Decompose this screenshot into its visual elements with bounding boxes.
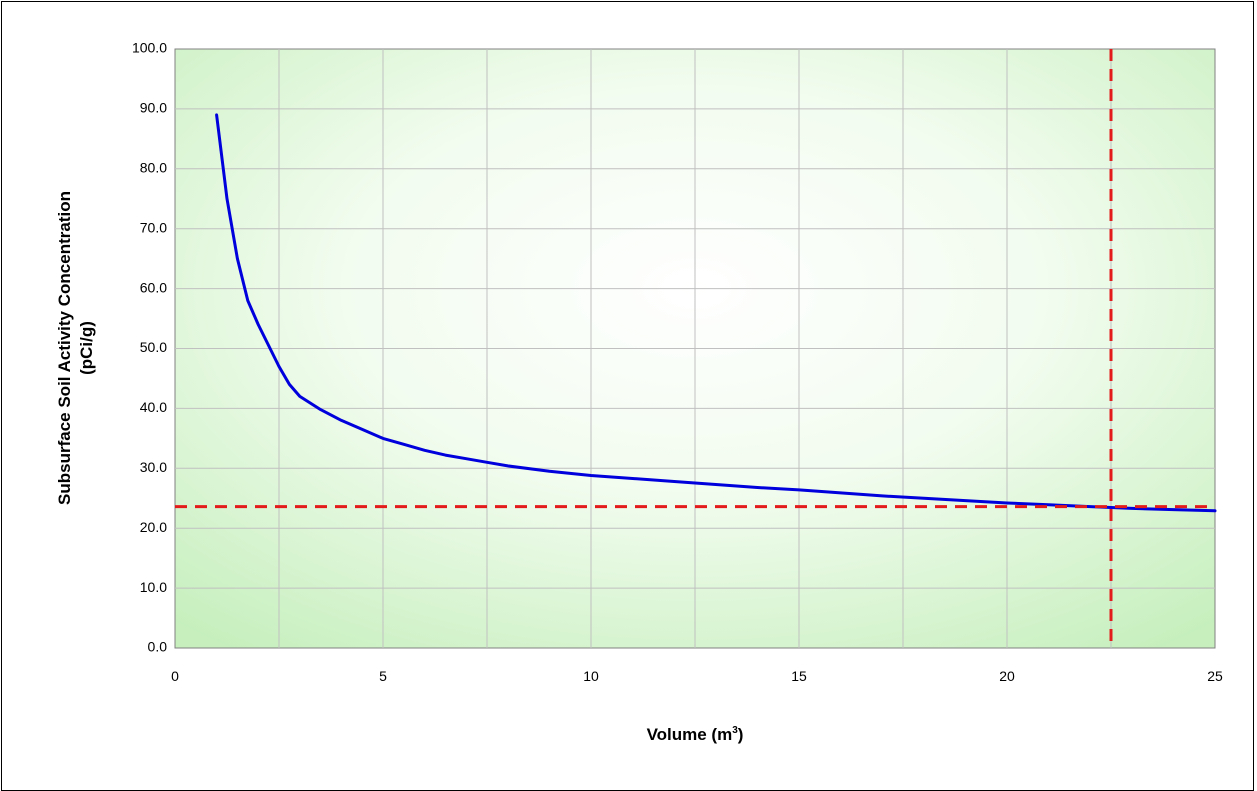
y-tick-label: 40.0 — [140, 399, 167, 415]
x-tick-label: 15 — [791, 668, 807, 684]
y-tick-label: 20.0 — [140, 519, 167, 535]
x-axis-title: Volume (m3) — [647, 725, 744, 744]
y-tick-label: 100.0 — [132, 40, 167, 56]
y-tick-label: 0.0 — [148, 639, 168, 655]
y-axis-tick-labels: 0.0 10.0 20.0 30.0 40.0 50.0 60.0 70.0 80.0 90.0 1… — [132, 40, 167, 655]
y-tick-label: 80.0 — [140, 160, 167, 176]
y-tick-label: 10.0 — [140, 579, 167, 595]
series-line — [215, 113, 1217, 513]
x-tick-label: 20 — [999, 668, 1015, 684]
x-axis-tick-labels: 0 5 10 15 20 25 — [171, 668, 1223, 684]
x-tick-label: 25 — [1207, 668, 1223, 684]
y-tick-label: 90.0 — [140, 100, 167, 116]
x-tick-label: 5 — [379, 668, 387, 684]
y-tick-label: 50.0 — [140, 339, 167, 355]
series-layer — [215, 113, 1217, 513]
x-tick-label: 0 — [171, 668, 179, 684]
y-tick-label: 30.0 — [140, 459, 167, 475]
y-tick-label: 60.0 — [140, 279, 167, 295]
reference-lines — [175, 49, 1215, 648]
horizontal-gridlines — [175, 108, 1215, 589]
y-tick-label: 70.0 — [140, 219, 167, 235]
x-tick-label: 10 — [583, 668, 599, 684]
y-axis-title-line1: Subsurface Soil Activity Concentration — [55, 191, 74, 505]
y-axis-title-line2: (pCi/g) — [77, 321, 96, 375]
